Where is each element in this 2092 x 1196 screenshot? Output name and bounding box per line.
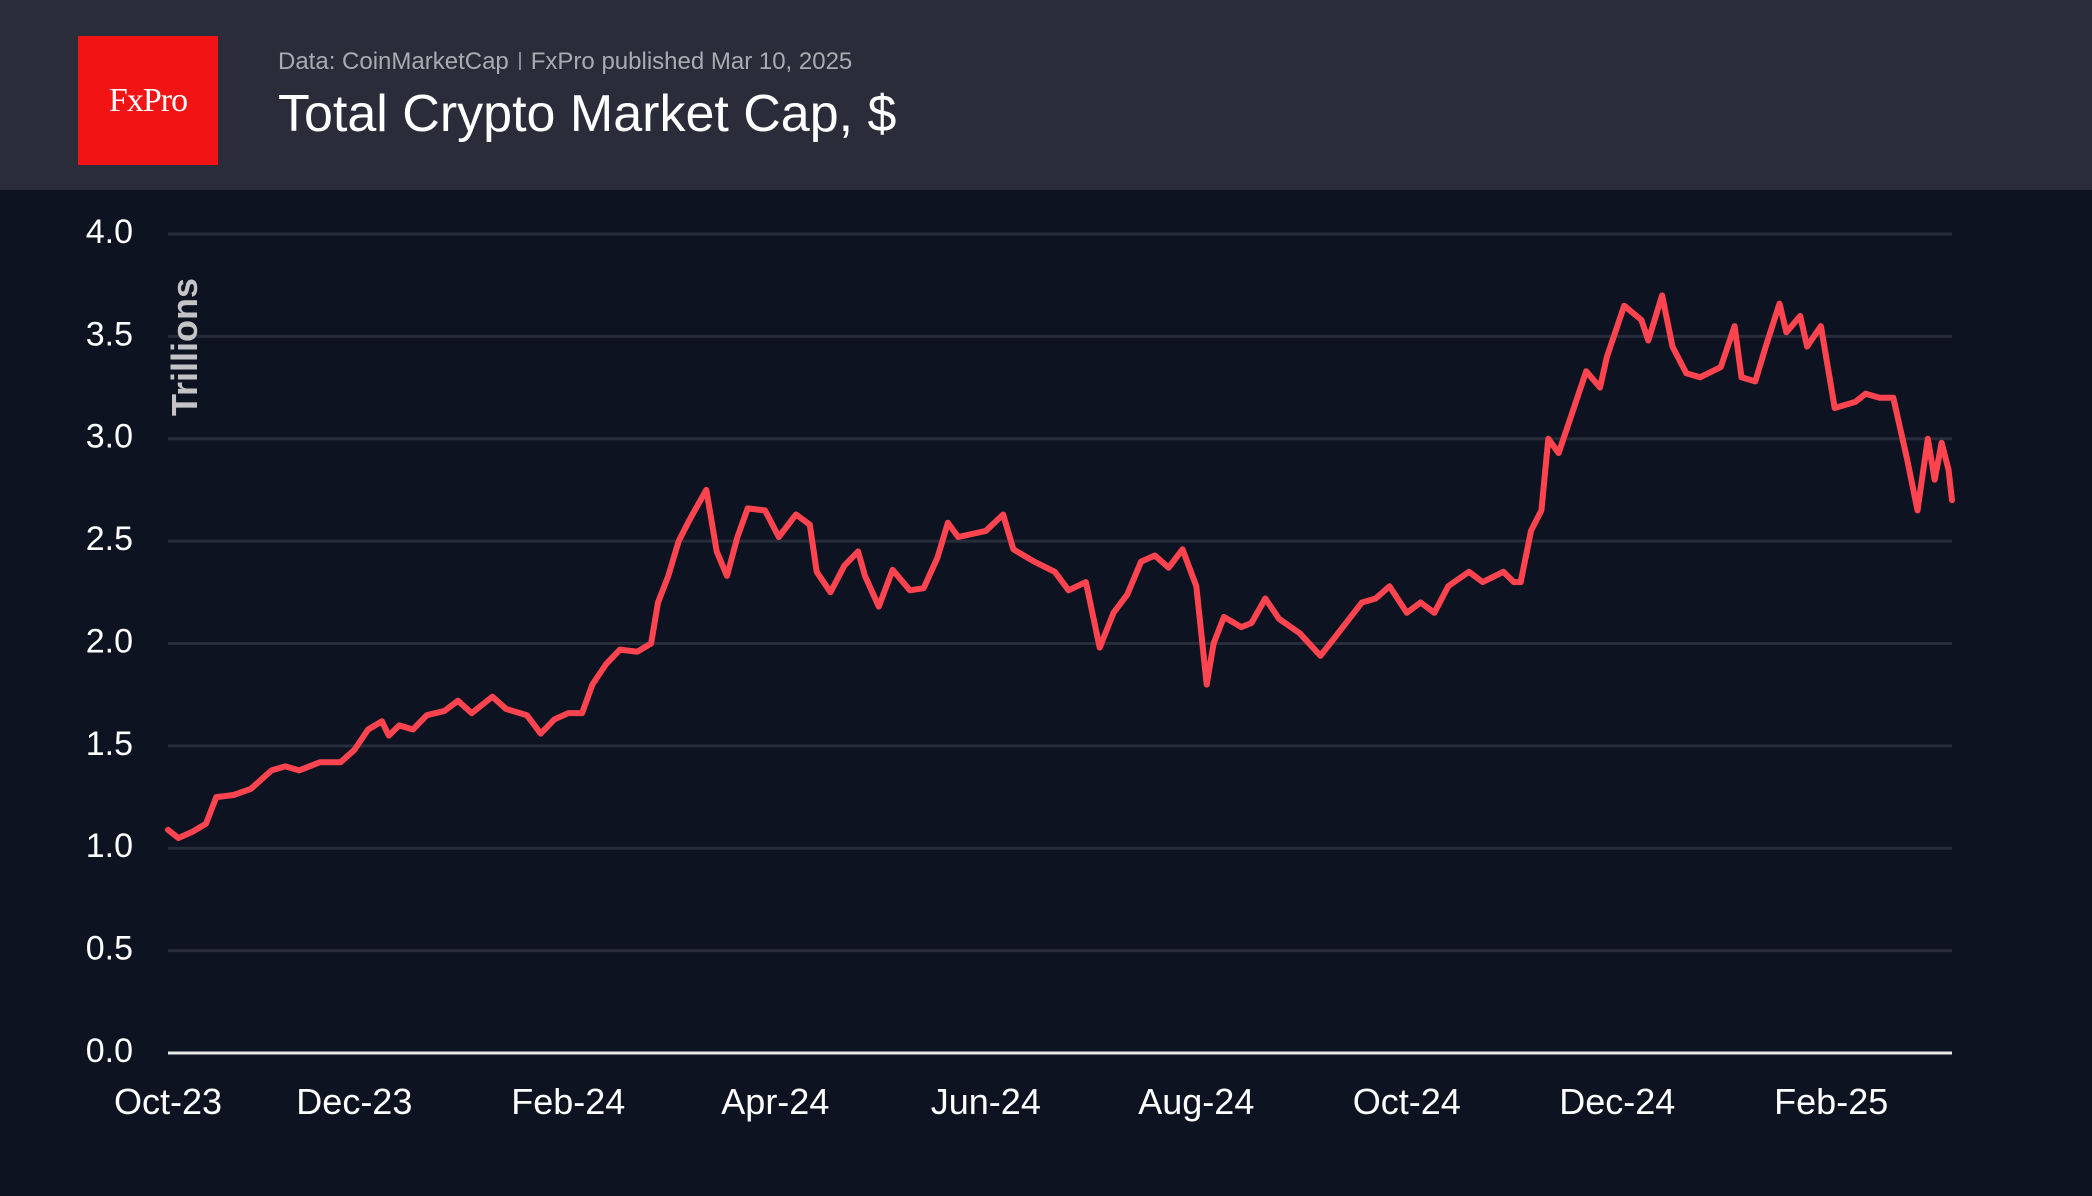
y-tick-label: 1.5 — [86, 725, 133, 763]
x-tick-label: Dec-23 — [296, 1081, 412, 1122]
logo-text: FxPro — [108, 81, 188, 119]
y-tick-label: 2.0 — [86, 622, 133, 660]
y-tick-label: 4.0 — [86, 213, 133, 251]
x-tick-label: Feb-25 — [1774, 1081, 1888, 1122]
y-tick-label: 1.0 — [86, 827, 133, 865]
y-tick-label: 2.5 — [86, 520, 133, 558]
y-tick-label: 3.5 — [86, 315, 133, 353]
x-tick-label: Apr-24 — [721, 1081, 829, 1122]
separator — [518, 52, 521, 70]
chart-title: Total Crypto Market Cap, $ — [278, 85, 897, 143]
y-tick-label: 3.0 — [86, 418, 133, 456]
data-source: Data: CoinMarketCap — [278, 48, 509, 75]
x-tick-label: Oct-24 — [1353, 1081, 1461, 1122]
market-cap-series-line — [165, 292, 1955, 841]
chart-source-line: Data: CoinMarketCap FxPro published Mar 1… — [278, 48, 852, 76]
x-tick-label: Oct-23 — [114, 1081, 222, 1122]
fxpro-logo: FxPro — [78, 36, 218, 165]
y-tick-label: 0.0 — [86, 1032, 133, 1070]
header-bar: FxPro Data: CoinMarketCap FxPro published… — [0, 0, 2092, 190]
published-date: FxPro published Mar 10, 2025 — [530, 48, 853, 75]
y-axis-title: Trillions — [164, 278, 205, 416]
x-tick-label: Feb-24 — [511, 1081, 625, 1122]
x-tick-label: Jun-24 — [931, 1081, 1041, 1122]
x-tick-label: Aug-24 — [1138, 1081, 1254, 1122]
y-tick-label: 0.5 — [86, 930, 133, 968]
x-tick-label: Dec-24 — [1559, 1081, 1675, 1122]
